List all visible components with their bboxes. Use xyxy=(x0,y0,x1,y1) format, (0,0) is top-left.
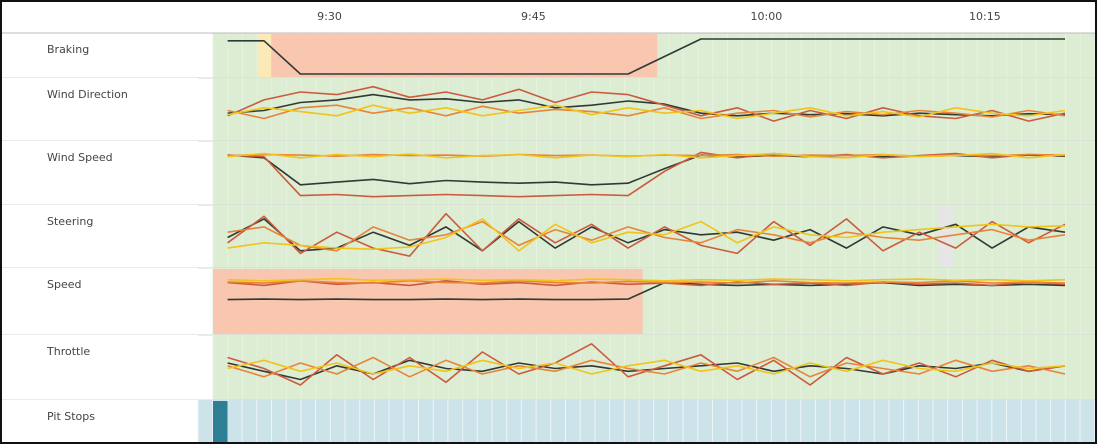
series-line xyxy=(227,281,1066,301)
row-label: Steering xyxy=(47,215,93,228)
row-label: Pit Stops xyxy=(47,410,95,423)
series-line xyxy=(227,212,1066,257)
series-line xyxy=(227,85,1066,122)
series-line xyxy=(227,152,1066,159)
time-tick-label: 9:45 xyxy=(521,10,546,23)
series-line xyxy=(227,93,1066,117)
row-label: Speed xyxy=(47,278,81,291)
series-line xyxy=(227,356,1066,378)
row-label-cell xyxy=(0,33,198,78)
row-label: Throttle xyxy=(46,345,90,358)
series-line xyxy=(227,218,1066,252)
row-label: Wind Speed xyxy=(47,151,113,164)
series-line xyxy=(227,220,1066,252)
series-line xyxy=(227,279,1066,284)
series-line xyxy=(227,277,1066,282)
row-label-cell xyxy=(0,78,198,141)
highlight-region xyxy=(213,401,228,443)
row-label: Braking xyxy=(47,43,89,56)
series-line xyxy=(227,38,1065,75)
rows: 9:30 9:45 10:00 10:15 Braking Wind Direction W… xyxy=(0,10,1097,444)
row-label-cell xyxy=(0,268,198,335)
row-label-cell xyxy=(0,400,198,444)
series-line xyxy=(227,359,1066,375)
time-tick-label: 10:15 xyxy=(969,10,1001,23)
series-line xyxy=(227,218,1066,252)
time-tick-label: 10:00 xyxy=(751,10,783,23)
time-tick-label: 9:30 xyxy=(317,10,342,23)
row-label-cell xyxy=(0,141,198,205)
row-label-cell xyxy=(0,205,198,268)
row-label: Wind Direction xyxy=(47,88,128,101)
row-plot-bg xyxy=(198,400,1097,444)
row-label-cell xyxy=(0,335,198,400)
series-line xyxy=(227,104,1066,120)
highlight-region xyxy=(271,34,658,77)
series-line xyxy=(227,104,1066,120)
